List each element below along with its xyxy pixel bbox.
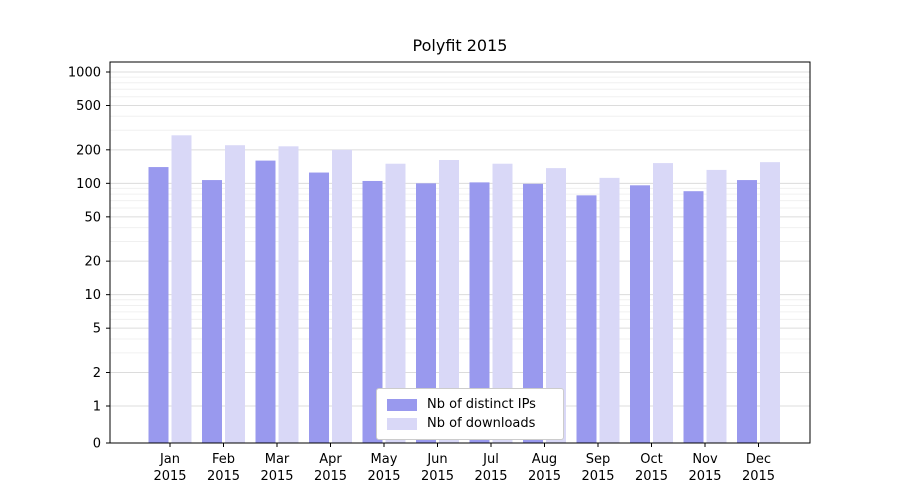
x-tick-label-year: 2015 [474, 469, 507, 484]
bar-downloads [225, 145, 245, 444]
legend-swatch-distinct-ips [387, 398, 417, 411]
x-tick-label-year: 2015 [635, 469, 668, 484]
y-tick-label: 50 [84, 210, 101, 225]
legend-label-downloads: Nb of downloads [427, 416, 536, 431]
bar-distinct-ips [469, 182, 490, 443]
bar-distinct-ips [416, 183, 436, 444]
x-tick-label-month: May [371, 452, 398, 467]
y-tick-label: 1000 [68, 66, 101, 81]
bar-distinct-ips [737, 180, 757, 443]
x-tick-label-year: 2015 [260, 469, 293, 484]
y-tick-label: 20 [84, 255, 101, 270]
plot-border [109, 61, 811, 444]
x-tick-label-year: 2015 [207, 469, 240, 484]
x-tick-label-month: Apr [319, 452, 342, 467]
x-tick-label-year: 2015 [688, 469, 721, 484]
x-tick-label-month: Mar [265, 452, 290, 467]
legend-swatch-downloads [387, 417, 417, 430]
legend-item-downloads: Nb of downloads [385, 414, 555, 433]
y-tick-label: 0 [93, 437, 101, 452]
bar-distinct-ips [202, 180, 222, 443]
bar-downloads [278, 146, 299, 444]
x-tick-label-year: 2015 [742, 469, 775, 484]
bar-downloads [546, 168, 566, 444]
x-tick-label-month: Jul [482, 452, 499, 467]
y-tick-label: 500 [76, 99, 101, 114]
x-tick-label-month: Dec [746, 452, 771, 467]
y-tick-label: 200 [76, 143, 101, 158]
x-tick-label-month: Nov [692, 452, 718, 467]
legend-item-distinct-ips: Nb of distinct IPs [385, 395, 555, 414]
legend: Nb of distinct IPs Nb of downloads [376, 388, 564, 440]
bar-distinct-ips [362, 180, 383, 444]
bar-downloads [385, 163, 406, 443]
bar-downloads [706, 169, 727, 444]
bar-distinct-ips [148, 167, 169, 444]
bar-downloads [653, 163, 673, 443]
bar-downloads [492, 163, 513, 443]
x-tick-label-year: 2015 [314, 469, 347, 484]
y-tick-label: 5 [93, 322, 101, 337]
bar-downloads [332, 149, 352, 443]
x-tick-label-month: Jan [159, 452, 180, 467]
y-tick-label: 100 [76, 177, 101, 192]
bar-distinct-ips [255, 160, 276, 443]
bar-downloads [439, 160, 459, 443]
x-tick-label-year: 2015 [367, 469, 400, 484]
bar-downloads [171, 135, 192, 443]
x-tick-label-month: Aug [532, 452, 557, 467]
chart-title: Polyfit 2015 [412, 36, 508, 55]
x-tick-label-month: Sep [586, 452, 611, 467]
x-tick-label-year: 2015 [153, 469, 186, 484]
bar-distinct-ips [630, 185, 650, 443]
x-tick-label-year: 2015 [581, 469, 614, 484]
bar-distinct-ips [576, 195, 597, 443]
x-tick-label-month: Jun [426, 452, 447, 467]
x-tick-label-year: 2015 [528, 469, 561, 484]
bar-downloads [599, 177, 620, 443]
y-tick-label: 1 [93, 400, 101, 415]
bar-downloads [760, 162, 780, 443]
bar-distinct-ips [523, 183, 543, 443]
x-tick-label-month: Oct [640, 452, 662, 467]
bar-distinct-ips [683, 191, 704, 443]
bar-distinct-ips [309, 172, 329, 444]
x-tick-label-year: 2015 [421, 469, 454, 484]
x-tick-label-month: Feb [212, 452, 235, 467]
y-tick-label: 2 [93, 366, 101, 381]
y-tick-label: 10 [84, 288, 101, 303]
legend-label-distinct-ips: Nb of distinct IPs [427, 397, 536, 412]
